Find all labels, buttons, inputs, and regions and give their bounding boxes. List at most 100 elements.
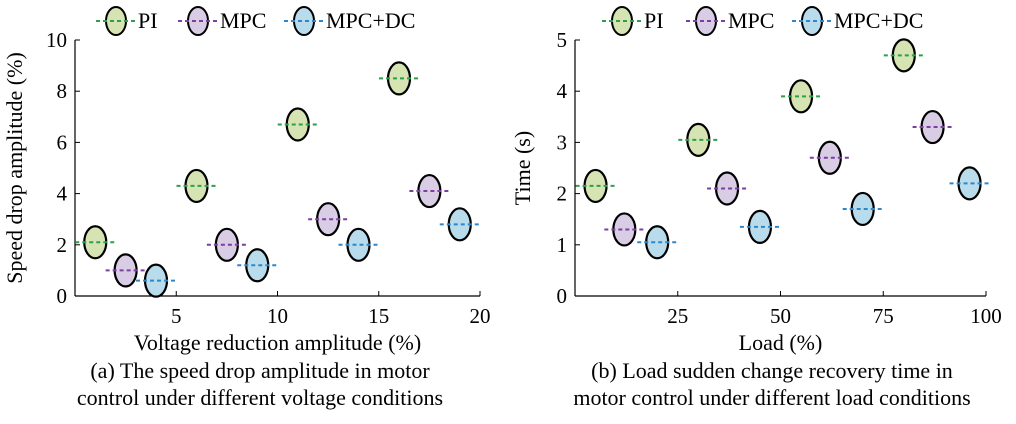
data-point-mpc-dc bbox=[739, 209, 780, 244]
marker-ellipse bbox=[850, 191, 875, 227]
chart-b-caption: (b) Load sudden change recovery time in … bbox=[528, 357, 1016, 411]
marker-ellipse bbox=[583, 168, 608, 204]
x-tick-label: 10 bbox=[267, 304, 288, 328]
marker-ellipse bbox=[143, 263, 169, 298]
y-tick-label: 0 bbox=[557, 284, 568, 308]
data-point-mpc bbox=[809, 140, 850, 175]
chart-a-svg: 0 2 4 6 8 10 5 10 15 20 Voltage reduction amplitud… bbox=[2, 6, 491, 355]
y-tick-label: 3 bbox=[557, 130, 568, 154]
legend-item-mpc-dc: MPC+DC bbox=[284, 6, 415, 36]
legend-marker bbox=[695, 6, 717, 36]
data-point-mpc bbox=[912, 109, 953, 145]
data-point-mpc-dc bbox=[637, 225, 678, 260]
legend-marker bbox=[801, 6, 823, 36]
legend-marker bbox=[611, 6, 633, 36]
legend-label: MPC bbox=[728, 8, 774, 33]
x-axis-label: Voltage reduction amplitude (%) bbox=[134, 330, 421, 355]
marker-ellipse bbox=[184, 168, 209, 204]
x-tick-label: 15 bbox=[368, 304, 389, 328]
marker-ellipse bbox=[113, 253, 138, 288]
y-tick-label: 2 bbox=[557, 182, 568, 206]
legend-label: PI bbox=[138, 8, 158, 33]
legend-item-mpc: MPC bbox=[178, 6, 266, 36]
marker-ellipse bbox=[920, 109, 945, 145]
data-point-mpc bbox=[308, 202, 349, 237]
data-point-mpc-dc bbox=[842, 191, 883, 227]
marker-ellipse bbox=[957, 166, 982, 201]
y-tick-label: 1 bbox=[557, 233, 568, 257]
legend-label: PI bbox=[644, 8, 664, 33]
marker-ellipse bbox=[612, 212, 637, 247]
data-point-mpc-dc bbox=[949, 166, 990, 201]
y-tick-label: 5 bbox=[557, 28, 568, 52]
legend-marker bbox=[293, 6, 315, 36]
x-tick-label: 20 bbox=[470, 304, 491, 328]
legend-marker bbox=[187, 6, 209, 36]
chart-panel-a: 0 2 4 6 8 10 5 10 15 20 Voltage reduction amplitud… bbox=[2, 6, 500, 411]
x-tick-label: 25 bbox=[667, 304, 688, 328]
data-point-mpc bbox=[604, 212, 645, 247]
data-point-mpc bbox=[105, 253, 146, 288]
y-tick-label: 0 bbox=[57, 284, 68, 308]
marker-ellipse bbox=[214, 227, 239, 262]
marker-ellipse bbox=[645, 225, 670, 260]
chart-b-caption-line1: (b) Load sudden change recovery time in bbox=[591, 358, 953, 383]
x-axis-label: Load (%) bbox=[739, 330, 823, 355]
x-tick-label: 100 bbox=[970, 304, 1002, 328]
marker-ellipse bbox=[788, 79, 814, 114]
marker-ellipse bbox=[686, 122, 711, 157]
x-tick-label: 50 bbox=[770, 304, 791, 328]
marker-ellipse bbox=[386, 61, 412, 96]
data-point-pi bbox=[575, 168, 616, 204]
data-point-mpc bbox=[707, 171, 748, 206]
legend-label: MPC+DC bbox=[326, 8, 415, 33]
data-point-mpc-dc bbox=[338, 227, 379, 262]
data-point-pi bbox=[379, 61, 419, 96]
marker-ellipse bbox=[714, 171, 740, 206]
y-tick-label: 6 bbox=[57, 130, 68, 154]
legend-label: MPC+DC bbox=[834, 8, 923, 33]
marker-ellipse bbox=[346, 227, 371, 262]
legend-item-mpc-dc: MPC+DC bbox=[792, 6, 923, 36]
y-tick-label: 4 bbox=[57, 182, 68, 206]
y-tick-label: 8 bbox=[57, 79, 68, 103]
chart-a-caption: (a) The speed drop amplitude in motor co… bbox=[20, 357, 500, 411]
data-point-mpc bbox=[409, 173, 450, 209]
chart-panel-b: 0 1 2 3 4 5 25 50 75 100 Load (%) Time (s) PI MPC MPC+… bbox=[508, 0, 1016, 424]
y-tick-label: 2 bbox=[57, 233, 68, 257]
data-point-mpc-dc bbox=[136, 263, 176, 298]
marker-ellipse bbox=[83, 225, 108, 260]
marker-ellipse bbox=[447, 207, 472, 242]
y-axis-label: Speed drop amplitude (%) bbox=[2, 52, 27, 284]
data-point-pi bbox=[781, 79, 822, 114]
marker-ellipse bbox=[417, 173, 442, 209]
marker-ellipse bbox=[316, 202, 341, 237]
marker-ellipse bbox=[245, 248, 270, 283]
data-point-mpc bbox=[206, 227, 247, 262]
chart-a-caption-line1: (a) The speed drop amplitude in motor bbox=[90, 358, 430, 383]
marker-ellipse bbox=[285, 107, 310, 142]
chart-b-svg: 0 1 2 3 4 5 25 50 75 100 Load (%) Time (s) PI MPC MPC+… bbox=[510, 6, 1002, 355]
data-point-mpc-dc bbox=[237, 248, 278, 283]
x-tick-label: 75 bbox=[873, 304, 894, 328]
data-point-pi bbox=[277, 107, 318, 142]
data-point-pi bbox=[883, 38, 924, 73]
chart-a-caption-line2: control under different voltage conditio… bbox=[76, 385, 444, 410]
legend-item-pi: PI bbox=[602, 6, 664, 36]
marker-ellipse bbox=[817, 140, 842, 175]
data-point-mpc-dc bbox=[439, 207, 480, 242]
y-tick-label: 10 bbox=[46, 28, 67, 52]
marker-ellipse bbox=[747, 209, 773, 244]
data-point-pi bbox=[75, 225, 116, 260]
x-tick-label: 5 bbox=[171, 304, 182, 328]
legend-marker bbox=[105, 6, 127, 36]
y-axis-label: Time (s) bbox=[510, 131, 535, 205]
chart-b-caption-line2: motor control under different load condi… bbox=[573, 385, 971, 410]
y-tick-label: 4 bbox=[557, 79, 568, 103]
legend-item-mpc: MPC bbox=[686, 6, 774, 36]
marker-ellipse bbox=[891, 38, 916, 73]
legend-label: MPC bbox=[220, 8, 266, 33]
data-point-pi bbox=[176, 168, 217, 204]
data-point-pi bbox=[678, 122, 719, 157]
legend-item-pi: PI bbox=[96, 6, 158, 36]
